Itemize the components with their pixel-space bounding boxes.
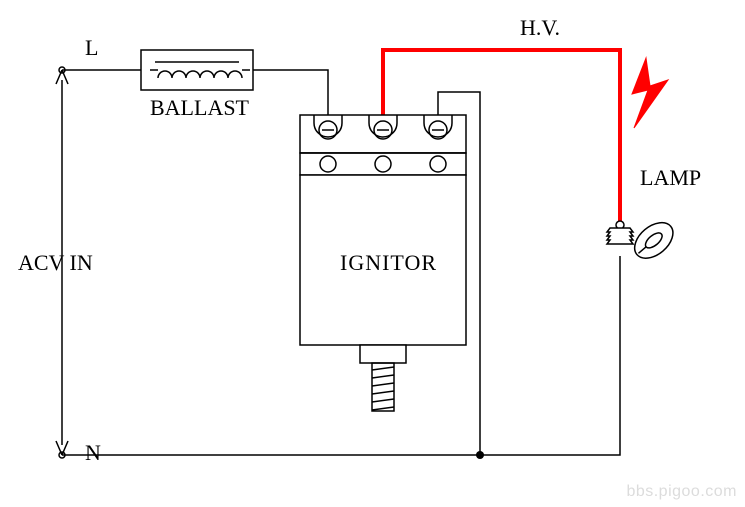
watermark: bbs.pigoo.com bbox=[626, 483, 737, 501]
label-hv: H.V. bbox=[520, 15, 560, 41]
hv-spark-icon bbox=[632, 58, 668, 128]
label-ballast: BALLAST bbox=[150, 95, 249, 121]
label-lamp: LAMP bbox=[640, 165, 701, 191]
node-junction-N bbox=[476, 451, 484, 459]
lamp-component bbox=[607, 216, 680, 266]
wire-ballast-to-ignitor bbox=[253, 70, 328, 115]
label-ignitor: IGNITOR bbox=[340, 250, 437, 276]
ballast-component bbox=[141, 50, 253, 90]
label-L: L bbox=[85, 35, 98, 61]
label-N: N bbox=[85, 440, 101, 466]
label-acv-in: ACV IN bbox=[18, 250, 93, 276]
